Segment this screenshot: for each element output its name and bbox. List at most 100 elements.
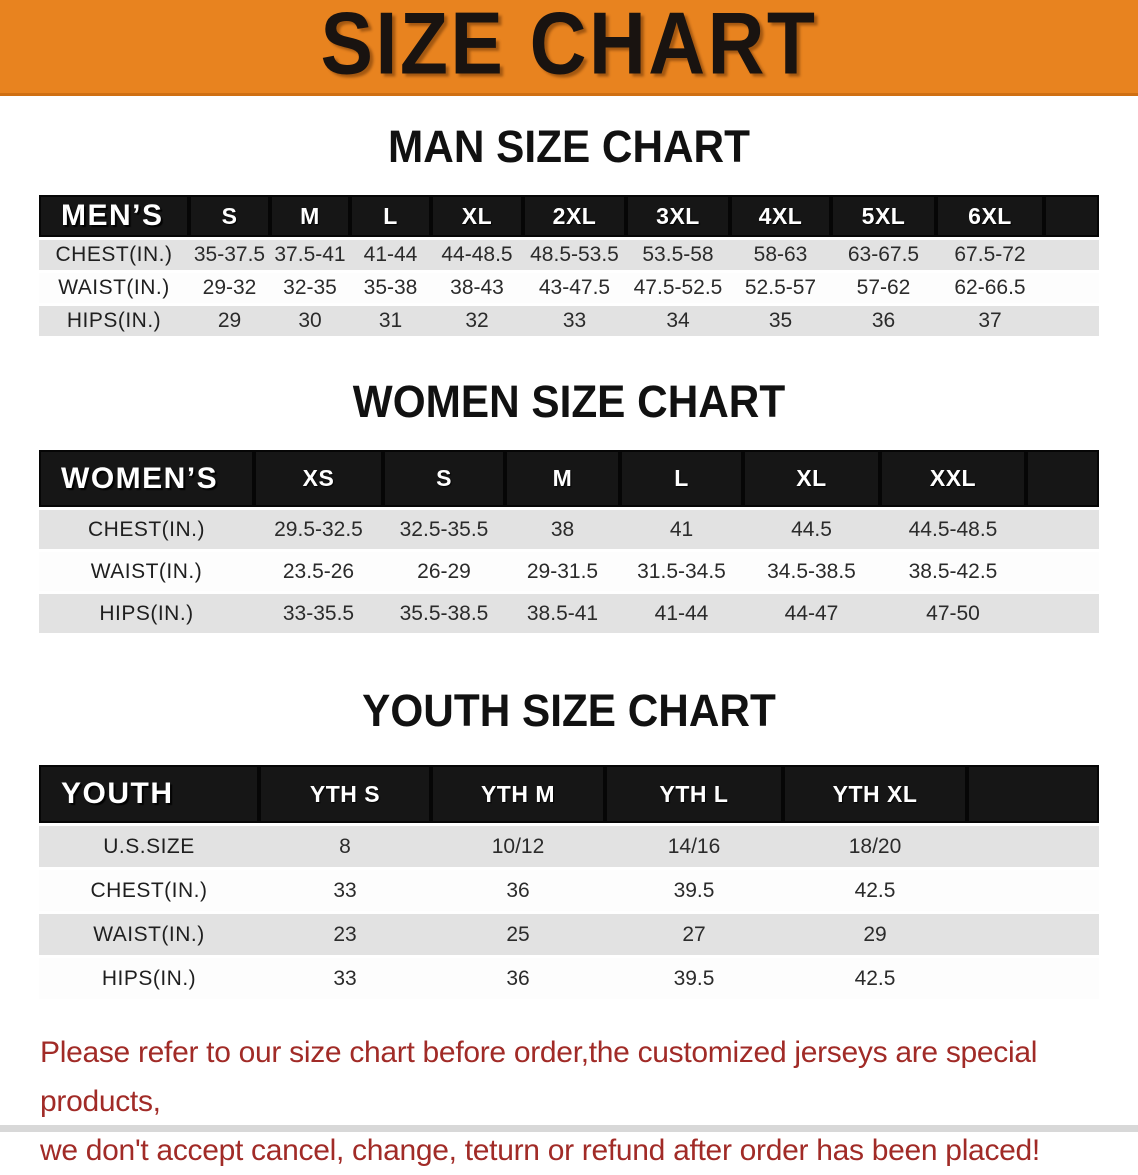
women-size-table: WOMEN’S XS S M L XL XXL CHEST(IN.) 29.5-32.5 32.5… — [39, 447, 1099, 636]
row-spacer — [967, 914, 1099, 955]
size-column-header: 6XL — [936, 195, 1044, 237]
order-disclaimer: Please refer to our size chart before or… — [40, 1028, 1100, 1175]
cell: 44.5-48.5 — [880, 510, 1026, 549]
cell: 29-31.5 — [505, 552, 620, 591]
row-spacer — [1044, 240, 1099, 270]
bottom-edge-strip — [0, 1125, 1138, 1132]
cell: 35-37.5 — [189, 240, 270, 270]
header-row: WOMEN’S XS S M L XL XXL — [39, 450, 1099, 507]
size-column-header: XS — [254, 450, 383, 507]
women-chart-title: WOMEN SIZE CHART — [352, 376, 786, 427]
cell: 30 — [270, 306, 350, 336]
row-spacer — [1026, 510, 1099, 549]
size-column-header: 2XL — [523, 195, 626, 237]
women-size-section: WOMEN SIZE CHART WOMEN’S XS S M L XL XXL CHEST(… — [0, 379, 1138, 636]
row-label: CHEST(IN.) — [39, 510, 254, 549]
size-column-header: YTH XL — [783, 765, 967, 823]
size-column-header: 3XL — [626, 195, 730, 237]
size-column-header: M — [505, 450, 620, 507]
disclaimer-line-1: Please refer to our size chart before or… — [40, 1036, 1038, 1118]
header-row: YOUTH YTH S YTH M YTH L YTH XL — [39, 765, 1099, 823]
table-row: HIPS(IN.) 29 30 31 32 33 34 35 36 37 — [39, 306, 1099, 336]
row-label: CHEST(IN.) — [39, 240, 189, 270]
cell: 33 — [259, 870, 431, 911]
header-spacer — [1044, 195, 1099, 237]
row-label: CHEST(IN.) — [39, 870, 259, 911]
cell: 63-67.5 — [831, 240, 936, 270]
cell: 29-32 — [189, 273, 270, 303]
cell: 41-44 — [620, 594, 743, 633]
cell: 29 — [783, 914, 967, 955]
size-chart-banner: SIZE CHART — [0, 0, 1138, 96]
cell: 33 — [259, 958, 431, 999]
size-column-header: S — [383, 450, 505, 507]
cell: 42.5 — [783, 958, 967, 999]
size-column-header: L — [350, 195, 431, 237]
row-label: HIPS(IN.) — [39, 306, 189, 336]
youth-size-table: YOUTH YTH S YTH M YTH L YTH XL U.S.SIZE 8 10/12… — [39, 762, 1099, 1002]
cell: 34.5-38.5 — [743, 552, 880, 591]
cell: 33-35.5 — [254, 594, 383, 633]
cell: 48.5-53.5 — [523, 240, 626, 270]
cell: 8 — [259, 826, 431, 867]
cell: 42.5 — [783, 870, 967, 911]
table-row: WAIST(IN.) 23 25 27 29 — [39, 914, 1099, 955]
youth-chart-title: YOUTH SIZE CHART — [362, 685, 776, 736]
size-column-header: XL — [431, 195, 523, 237]
cell: 41-44 — [350, 240, 431, 270]
size-column-header: 5XL — [831, 195, 936, 237]
cell: 31.5-34.5 — [620, 552, 743, 591]
table-row: CHEST(IN.) 33 36 39.5 42.5 — [39, 870, 1099, 911]
header-row: MEN’S S M L XL 2XL 3XL 4XL 5XL 6XL — [39, 195, 1099, 237]
cell: 33 — [523, 306, 626, 336]
cell: 35.5-38.5 — [383, 594, 505, 633]
cell: 35 — [730, 306, 831, 336]
cell: 47.5-52.5 — [626, 273, 730, 303]
cell: 44-47 — [743, 594, 880, 633]
cell: 31 — [350, 306, 431, 336]
row-spacer — [1044, 273, 1099, 303]
cell: 37.5-41 — [270, 240, 350, 270]
table-row: WAIST(IN.) 23.5-26 26-29 29-31.5 31.5-34.5 34… — [39, 552, 1099, 591]
size-column-header: M — [270, 195, 350, 237]
cell: 62-66.5 — [936, 273, 1044, 303]
row-spacer — [1044, 306, 1099, 336]
cell: 57-62 — [831, 273, 936, 303]
cell: 39.5 — [605, 958, 783, 999]
group-label: MEN’S — [39, 195, 189, 237]
cell: 67.5-72 — [936, 240, 1044, 270]
size-column-header: XL — [743, 450, 880, 507]
size-column-header: YTH L — [605, 765, 783, 823]
row-label: WAIST(IN.) — [39, 552, 254, 591]
cell: 44.5 — [743, 510, 880, 549]
cell: 25 — [431, 914, 605, 955]
row-label: WAIST(IN.) — [39, 914, 259, 955]
cell: 23.5-26 — [254, 552, 383, 591]
cell: 34 — [626, 306, 730, 336]
row-spacer — [1026, 552, 1099, 591]
cell: 36 — [831, 306, 936, 336]
cell: 43-47.5 — [523, 273, 626, 303]
cell: 36 — [431, 958, 605, 999]
size-column-header: YTH M — [431, 765, 605, 823]
header-spacer — [967, 765, 1099, 823]
cell: 27 — [605, 914, 783, 955]
row-spacer — [967, 826, 1099, 867]
group-label: WOMEN’S — [39, 450, 254, 507]
size-column-header: S — [189, 195, 270, 237]
cell: 32.5-35.5 — [383, 510, 505, 549]
cell: 18/20 — [783, 826, 967, 867]
cell: 47-50 — [880, 594, 1026, 633]
cell: 29 — [189, 306, 270, 336]
banner-title: SIZE CHART — [320, 0, 818, 93]
cell: 52.5-57 — [730, 273, 831, 303]
row-label: HIPS(IN.) — [39, 958, 259, 999]
row-label: WAIST(IN.) — [39, 273, 189, 303]
men-size-table: MEN’S S M L XL 2XL 3XL 4XL 5XL 6XL CHEST(IN.) 35-37… — [39, 192, 1099, 339]
size-column-header: 4XL — [730, 195, 831, 237]
cell: 14/16 — [605, 826, 783, 867]
row-spacer — [1026, 594, 1099, 633]
cell: 41 — [620, 510, 743, 549]
table-row: HIPS(IN.) 33 36 39.5 42.5 — [39, 958, 1099, 999]
size-column-header: YTH S — [259, 765, 431, 823]
